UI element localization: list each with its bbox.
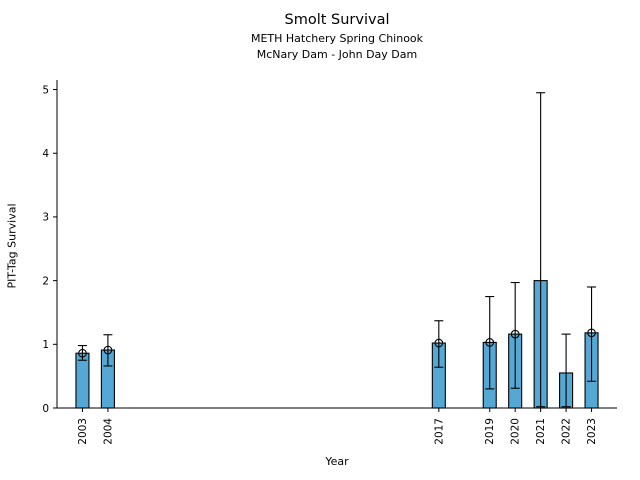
point-marker [587,328,596,338]
point-marker [78,348,87,358]
x-tick-label: 2021 [535,418,547,445]
bar-group-2022: 2022 [559,333,574,445]
bar-group-2017: 2017 [431,320,446,445]
chart-title: Smolt Survival [284,12,390,28]
bar-group-2019: 2019 [482,295,497,445]
y-tick-label: 0 [42,403,49,415]
chart-subtitle-line2: McNary Dam - John Day Dam [256,48,418,61]
bar-group-2021: 2021 [533,92,548,445]
x-tick-label: 2019 [484,418,496,445]
y-tick-label: 5 [42,84,49,96]
point-marker [485,338,495,347]
x-tick-label: 2022 [561,418,573,445]
bar-group-2020: 2020 [508,281,523,445]
y-tick-label: 2 [42,275,49,287]
bar-group-2003: 2003 [75,345,90,445]
bar-group-2004: 2004 [100,334,115,445]
point-marker [510,329,520,339]
y-tick-label: 1 [42,339,49,351]
y-tick-label: 3 [42,212,49,224]
x-tick-label: 2017 [433,418,445,445]
y-tick-label: 4 [42,148,49,160]
bar-group-2023: 2023 [584,286,599,445]
x-tick-label: 2004 [102,418,114,445]
point-marker [103,345,113,355]
bar [75,352,90,409]
x-axis-label: Year [325,455,349,468]
x-tick-label: 2023 [586,418,598,445]
chart-subtitle-line1: METH Hatchery Spring Chinook [250,32,424,45]
x-tick-label: 2020 [510,418,522,445]
x-tick-label: 2003 [77,418,89,445]
point-marker [434,338,444,348]
